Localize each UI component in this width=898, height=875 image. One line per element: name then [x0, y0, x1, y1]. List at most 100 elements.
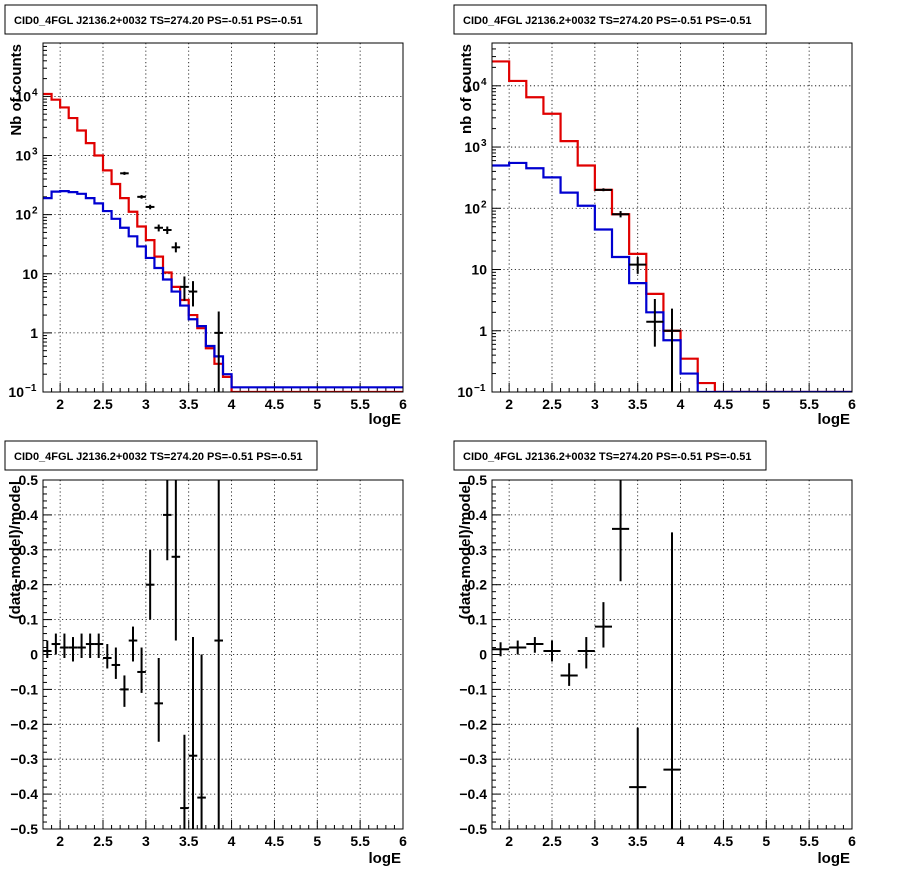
y-tick-label: −0.3	[10, 751, 38, 767]
pad-bottom-left: CID0_4FGL J2136.2+0032 TS=274.20 PS=-0.5…	[4, 440, 407, 867]
x-tick-label: 4.5	[714, 833, 734, 849]
x-tick-label: 2	[505, 396, 513, 412]
data-point	[128, 626, 138, 662]
data-point	[629, 257, 647, 274]
plot-area: 2 2.5 3 3.5 4 4.5 5 5.5 6 −0.5 −0.4 −0.3 −0.2 −0.1 0 0.…	[10, 472, 407, 849]
x-tick-label: 5	[313, 396, 321, 412]
y-tick-label: 0	[479, 647, 487, 663]
data-point	[594, 188, 612, 192]
x-tick-label: 4.5	[265, 833, 285, 849]
x-tick-label: 5	[313, 833, 321, 849]
data-layer	[492, 60, 852, 392]
data-point	[180, 276, 189, 301]
y-tick-label: −0.3	[459, 751, 487, 767]
x-tick-label: 2.5	[93, 833, 113, 849]
data-point	[577, 637, 595, 669]
y-tick-label: 10	[464, 139, 480, 155]
data-point	[120, 675, 129, 707]
data-point	[663, 308, 681, 392]
y-axis-label: (data-model)/model	[457, 481, 474, 619]
data-point	[663, 532, 681, 829]
data-point	[594, 602, 612, 648]
plot-frame	[42, 42, 404, 393]
data-layer	[43, 92, 403, 392]
data-point	[214, 480, 223, 829]
y-axis-label: Nb of counts	[8, 44, 25, 136]
pad-top-left: CID0_4FGL J2136.2+0032 TS=274.20 PS=-0.5…	[4, 4, 407, 428]
x-tick-label: 5.5	[350, 833, 370, 849]
data-point	[43, 640, 52, 658]
pad-title-box	[453, 440, 767, 471]
x-tick-label: 2	[505, 833, 513, 849]
x-tick-label: 5.5	[799, 833, 819, 849]
pad-title-box	[453, 4, 767, 35]
y-tick-label: 10	[15, 207, 31, 223]
plot-frame	[42, 479, 404, 830]
y-tick-label: −0.5	[459, 821, 487, 837]
x-tick-label: 6	[399, 833, 407, 849]
x-tick-label: 5	[762, 396, 770, 412]
data-point	[137, 647, 146, 693]
y-tick-label: 0.1	[19, 612, 39, 628]
y-tick-label: 0.1	[468, 612, 488, 628]
data-point	[60, 633, 69, 658]
data-point	[543, 640, 561, 662]
x-tick-label: 6	[848, 833, 856, 849]
data-point	[171, 480, 181, 641]
data-point	[560, 663, 578, 686]
data-point	[197, 654, 206, 829]
data-point	[120, 171, 129, 175]
data-point	[77, 633, 86, 658]
y-tick-label: 0.5	[19, 472, 39, 488]
data-point	[85, 633, 95, 658]
pad-title-box	[4, 440, 318, 471]
plot-frame	[491, 42, 853, 393]
x-tick-label: 6	[399, 396, 407, 412]
data-point	[145, 204, 155, 210]
data-point	[163, 226, 172, 235]
x-axis-label: logE	[369, 411, 402, 428]
data-point	[68, 637, 78, 662]
x-axis-label: logE	[369, 850, 402, 867]
pad-title-box	[4, 4, 318, 35]
x-tick-label: 5.5	[799, 396, 819, 412]
x-tick-label: 3	[591, 833, 599, 849]
y-tick-label: 0.2	[19, 577, 39, 593]
x-tick-label: 4	[228, 396, 236, 412]
histogram-step-line	[492, 161, 852, 392]
x-tick-label: 5	[762, 833, 770, 849]
data-point	[103, 644, 112, 669]
x-tick-label: 3.5	[628, 833, 648, 849]
y-tick-label: 1	[479, 323, 487, 339]
x-tick-label: 2.5	[542, 396, 562, 412]
x-axis-label: logE	[818, 850, 851, 867]
y-tick-exponent: 4	[32, 87, 38, 98]
y-tick-label: −0.2	[10, 716, 38, 732]
pad-top-right: CID0_4FGL J2136.2+0032 TS=274.20 PS=-0.5…	[453, 4, 856, 428]
x-tick-label: 3	[142, 396, 150, 412]
data-point	[612, 480, 630, 582]
y-tick-exponent: −1	[25, 383, 37, 394]
y-tick-label: 0.2	[468, 577, 488, 593]
y-tick-label: 10	[15, 148, 31, 164]
y-tick-label: 0	[30, 647, 38, 663]
y-tick-label: 10	[464, 78, 480, 94]
x-tick-label: 2.5	[93, 396, 113, 412]
y-tick-label: 0.5	[468, 472, 488, 488]
plot-area: 2 2.5 3 3.5 4 4.5 5 5.5 6 −0.5 −0.4 −0.3 −0.2 −0.1 0 0.…	[459, 472, 856, 849]
y-tick-label: −0.2	[459, 716, 487, 732]
data-point	[180, 734, 189, 829]
data-layer	[492, 480, 681, 829]
data-point	[94, 633, 103, 658]
y-tick-label: −0.4	[10, 786, 38, 802]
pad-bottom-right: CID0_4FGL J2136.2+0032 TS=274.20 PS=-0.5…	[453, 440, 856, 867]
x-tick-label: 4	[228, 833, 236, 849]
data-point	[145, 549, 155, 620]
y-tick-label: 0.4	[19, 507, 39, 523]
y-tick-label: −0.1	[459, 681, 487, 697]
x-tick-label: 4	[677, 396, 685, 412]
data-point	[188, 637, 198, 829]
y-tick-label: 10	[457, 384, 473, 400]
x-tick-label: 5.5	[350, 396, 370, 412]
